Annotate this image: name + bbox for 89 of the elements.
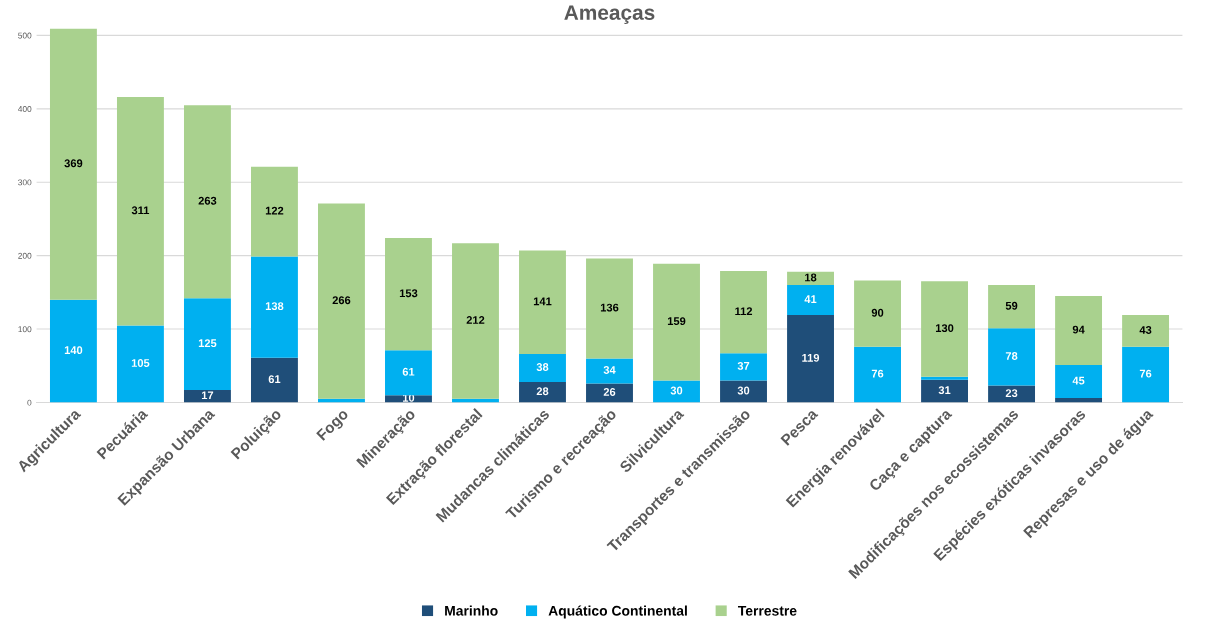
y-tick-label: 500 [18,32,32,39]
bar [49,28,97,300]
data-label: 61 [268,375,281,384]
data-label: 119 [802,353,820,362]
data-label: 17 [201,391,214,400]
bar [49,299,97,403]
bar [787,271,834,286]
data-label: 43 [1139,326,1152,334]
data-label: 18 [805,273,817,282]
bar [519,354,566,382]
data-label: 45 [1072,376,1085,385]
bar [116,325,164,403]
y-tick-label: 300 [18,179,32,186]
data-label: 30 [670,386,683,395]
data-label: 112 [735,307,753,316]
data-label: 212 [466,316,485,324]
data-label: 136 [600,303,619,312]
bar [452,243,499,399]
data-label: 94 [1072,325,1085,334]
data-label: 263 [198,196,217,205]
legend-label: Terrestre [737,606,797,616]
bar [116,97,164,326]
bar [1055,365,1103,399]
data-label: 90 [871,308,884,317]
data-label: 34 [603,366,616,374]
bar [183,105,231,299]
data-label: 59 [1005,301,1018,310]
data-label: 105 [131,359,150,367]
bar [519,381,566,403]
bar [251,256,298,358]
bar [1055,296,1103,366]
data-label: 41 [804,295,817,303]
bar [586,383,633,403]
y-tick-label: 0 [27,399,32,406]
bar [720,380,767,403]
data-label: 30 [737,386,750,395]
bar [720,353,767,381]
bar [854,346,901,403]
bar [1122,346,1170,403]
bar [318,203,365,399]
data-label: 141 [533,297,552,306]
bar [988,328,1036,386]
chart-title: Ameaças [564,5,655,25]
bar [653,380,700,403]
data-label: 311 [131,206,150,215]
data-label: 78 [1005,352,1018,360]
bar [921,379,968,403]
bar [787,285,834,316]
bar [251,166,298,257]
data-label: 28 [536,387,549,396]
bar [921,376,968,380]
data-label: 122 [265,206,284,215]
data-label: 37 [737,361,750,370]
data-label: 61 [402,367,415,376]
bar [385,238,432,351]
bar [854,280,901,347]
legend-label: Marinho [445,605,498,616]
data-label: 26 [603,388,616,396]
data-label: 159 [667,317,686,326]
bar [1055,398,1103,403]
bar [720,271,767,354]
bar [251,357,298,403]
bar [519,250,566,355]
data-label: 76 [871,369,884,378]
bar [385,350,432,396]
bar [787,315,834,403]
data-label: 130 [935,324,954,333]
data-label: 138 [265,302,284,311]
y-tick-label: 200 [18,252,32,259]
bar [921,281,968,377]
data-label: 140 [64,346,83,355]
data-label: 266 [332,296,351,305]
y-tick-label: 400 [18,106,32,112]
bar [988,285,1036,329]
legend-label: Aquático Continental [548,605,687,619]
data-label: 38 [536,363,549,371]
bar [183,298,231,390]
bar [586,358,633,384]
bar [653,263,700,381]
data-label: 23 [1005,389,1018,398]
bar [1122,315,1170,347]
bar [183,390,231,403]
bar [586,258,633,359]
data-label: 76 [1139,369,1152,378]
y-tick-label: 100 [18,326,32,333]
data-label: 125 [198,339,217,348]
data-label: 369 [64,159,83,168]
data-label: 153 [399,289,418,298]
data-label: 31 [938,386,951,395]
